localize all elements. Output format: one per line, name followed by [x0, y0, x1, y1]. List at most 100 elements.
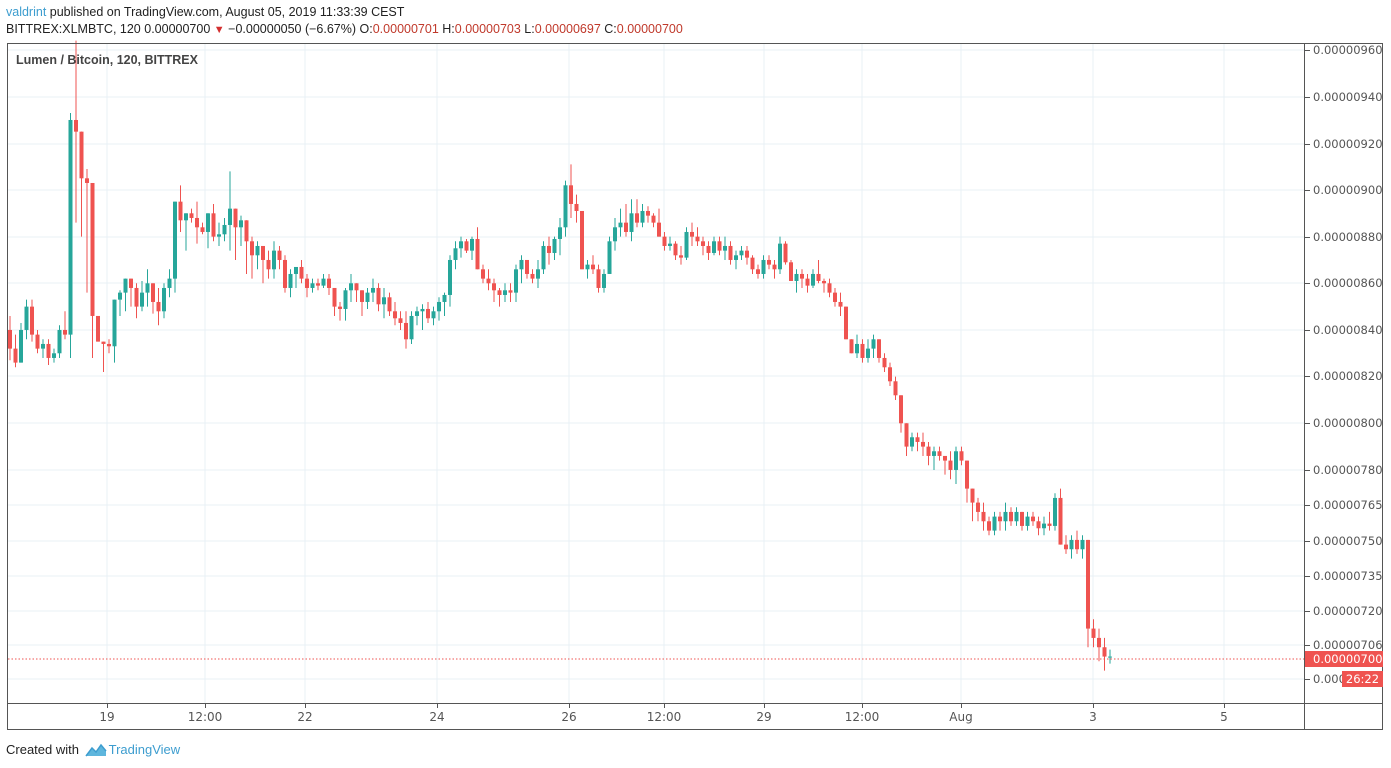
candle-up	[1053, 497, 1057, 526]
price-axis-label: 0.00000720	[1313, 604, 1383, 618]
time-tick	[569, 704, 570, 708]
candle-up	[613, 227, 617, 242]
candle-up	[1042, 523, 1046, 529]
candle-up	[629, 213, 634, 232]
candle-down	[783, 243, 788, 263]
close-label: C:	[604, 22, 617, 36]
price-axis-label: 0.00000960	[1313, 43, 1383, 57]
candle-down	[706, 245, 711, 253]
candle-down	[838, 301, 843, 307]
price-axis-label: 0.00000765	[1313, 498, 1383, 512]
candle-up	[222, 224, 227, 235]
candle-up	[448, 259, 452, 295]
time-axis-label: 26	[561, 710, 577, 724]
candle-down	[976, 502, 980, 512]
candle-up	[68, 119, 73, 335]
candle-up	[431, 311, 436, 319]
candle-up	[1025, 516, 1030, 526]
time-axis-label: 12:00	[187, 710, 223, 724]
candle-up	[349, 283, 353, 291]
candle-up	[761, 259, 766, 274]
author-link[interactable]: valdrint	[6, 5, 47, 19]
price-axis-label: 0.00000940	[1313, 90, 1383, 104]
candle-down	[261, 245, 265, 260]
candle-down	[266, 259, 271, 270]
candle-down	[129, 278, 133, 288]
candle-down	[635, 213, 639, 223]
candle-down	[998, 516, 1002, 522]
symbol-info-bar: BITTREX:XLMBTC, 120 0.00000700 ▼ −0.0000…	[6, 22, 683, 36]
candle-down	[899, 395, 903, 424]
candle-down	[46, 343, 51, 358]
price-axis-label: 0.00000750	[1313, 534, 1383, 548]
time-tick	[205, 704, 206, 708]
candle-down	[250, 241, 254, 256]
candle-down	[195, 217, 199, 228]
time-axis-label: 3	[1089, 710, 1097, 724]
candle-up	[910, 437, 914, 447]
price-axis-divider	[1304, 43, 1305, 730]
open-value: 0.00000701	[372, 22, 439, 36]
candle-down	[497, 290, 502, 295]
candle-down	[728, 245, 733, 260]
candle-up	[470, 238, 474, 251]
candle-down	[387, 297, 392, 312]
candle-down	[662, 236, 667, 246]
candle-up	[420, 308, 425, 312]
candle-up	[294, 266, 298, 274]
candle-down	[822, 280, 826, 284]
time-axis-divider	[7, 703, 1383, 704]
publish-info: valdrint published on TradingView.com, A…	[6, 5, 404, 19]
candle-up	[173, 201, 177, 279]
candle-up	[459, 241, 463, 249]
candle-down	[398, 318, 403, 323]
price-tick	[1305, 237, 1310, 238]
candle-down	[547, 245, 551, 253]
candle-down	[772, 264, 777, 270]
candle-up	[272, 250, 276, 270]
candle-up	[503, 290, 507, 295]
candle-up	[52, 353, 56, 358]
price-tick	[1305, 144, 1310, 145]
candle-up	[118, 292, 122, 300]
candle-down	[305, 278, 309, 288]
candle-down	[673, 243, 678, 256]
time-tick	[107, 704, 108, 708]
candle-down	[717, 241, 722, 251]
candle-down	[756, 269, 760, 274]
tradingview-link[interactable]: TradingView	[108, 742, 181, 757]
candle-up	[24, 306, 29, 330]
time-axis-label: 12:00	[844, 710, 880, 724]
candle-down	[574, 203, 579, 211]
candle-down	[805, 278, 810, 286]
price-tick	[1305, 423, 1310, 424]
price-axis-label: 0.00000900	[1313, 183, 1383, 197]
price-axis-label: 0.00000860	[1313, 276, 1383, 290]
candle-down	[486, 278, 491, 284]
price-axis-label: 0.00000880	[1313, 230, 1383, 244]
candle-down	[464, 241, 469, 251]
candle-down	[332, 287, 337, 307]
candle-down	[904, 423, 909, 447]
candle-down	[1097, 637, 1101, 648]
candle-down	[695, 236, 700, 242]
time-tick	[1093, 704, 1094, 708]
candle-down	[283, 259, 287, 288]
price-change: −0.00000050 (−6.67%)	[228, 22, 357, 36]
candle-up	[607, 241, 612, 274]
candle-down	[860, 343, 865, 358]
candle-up	[228, 208, 232, 225]
candle-up	[536, 269, 540, 279]
symbol-label: BITTREX:XLMBTC, 120	[6, 22, 141, 36]
candle-down	[13, 348, 18, 363]
candle-down	[767, 259, 771, 265]
candle-up	[19, 329, 23, 363]
candle-up	[992, 516, 997, 531]
candle-up	[140, 292, 144, 307]
time-axis-label: 12:00	[646, 710, 682, 724]
candle-down	[877, 339, 881, 358]
candle-up	[321, 278, 326, 286]
candle-down	[327, 278, 331, 288]
time-axis-label: 19	[99, 710, 115, 724]
